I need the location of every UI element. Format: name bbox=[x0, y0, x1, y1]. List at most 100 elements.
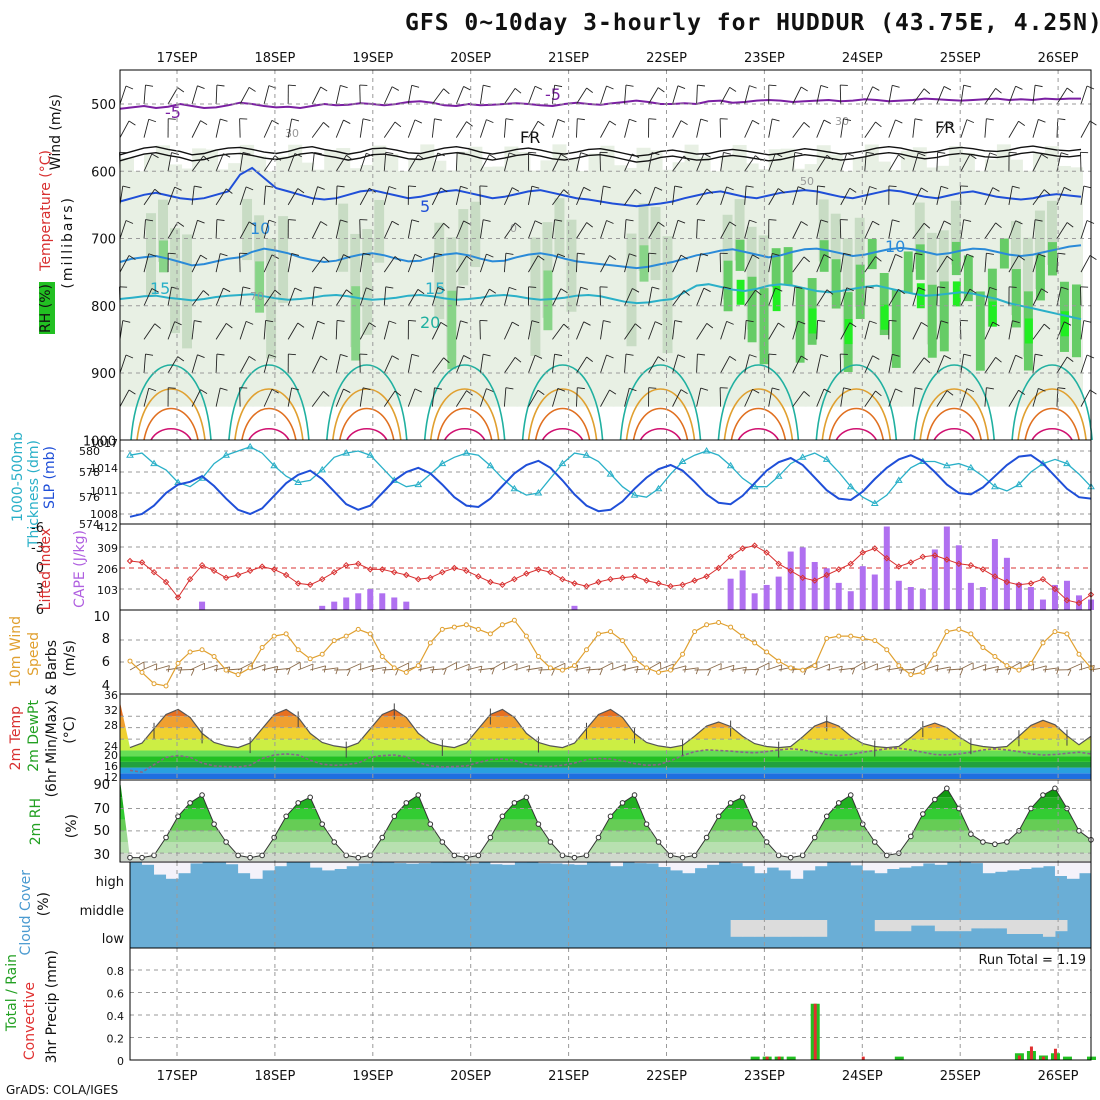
high-cloud-gap bbox=[730, 862, 744, 864]
barb-shaft bbox=[984, 321, 994, 340]
li-marker bbox=[246, 567, 254, 575]
barb-shaft bbox=[672, 389, 682, 407]
barb-shaft bbox=[239, 186, 247, 206]
barb-flag bbox=[700, 253, 709, 257]
barb-shaft bbox=[696, 219, 698, 239]
barb-shaft bbox=[936, 186, 942, 205]
barb-shaft bbox=[840, 253, 844, 273]
wind-barb bbox=[696, 219, 706, 239]
barb-flag bbox=[122, 320, 131, 323]
wind-barb bbox=[696, 84, 706, 105]
li-marker bbox=[210, 567, 218, 575]
barb-flag bbox=[203, 155, 210, 162]
barb-shaft bbox=[479, 185, 481, 205]
precip-convective-label: Convective bbox=[22, 982, 38, 1060]
barb-shaft bbox=[912, 253, 916, 273]
rh-shade bbox=[639, 245, 649, 282]
rh-shade bbox=[1047, 242, 1057, 276]
wind-barb bbox=[912, 118, 923, 138]
barb-shaft bbox=[888, 119, 896, 138]
wind-barb bbox=[672, 354, 686, 374]
barb-shaft bbox=[696, 387, 702, 407]
barb-shaft bbox=[311, 286, 315, 306]
barb-flag bbox=[434, 252, 443, 256]
barb-shaft bbox=[311, 86, 322, 105]
barb-shaft bbox=[648, 152, 653, 172]
barb-flag bbox=[194, 185, 202, 188]
barb-flag bbox=[969, 288, 977, 294]
barb-shaft bbox=[816, 154, 828, 172]
wind-barb bbox=[335, 289, 353, 306]
wind-barb bbox=[335, 185, 345, 205]
barb-shaft bbox=[1042, 667, 1059, 671]
barb-shaft bbox=[287, 322, 299, 340]
li-marker bbox=[967, 561, 975, 569]
barb-shaft bbox=[648, 356, 659, 374]
barb-shaft bbox=[143, 323, 156, 340]
rh-marker bbox=[920, 811, 926, 817]
wind-speed-marker bbox=[656, 669, 662, 675]
barb-flag bbox=[299, 662, 301, 669]
wind-barb bbox=[719, 387, 728, 407]
rh-shade bbox=[996, 144, 1011, 407]
wind-speed-marker bbox=[1016, 667, 1022, 673]
barb-shaft bbox=[191, 185, 195, 205]
barb-flag bbox=[489, 154, 497, 160]
rh-marker bbox=[823, 813, 830, 820]
li-marker bbox=[991, 573, 999, 580]
wind-speed-marker bbox=[211, 654, 217, 660]
surface-wind-barb bbox=[201, 664, 218, 672]
rh-marker bbox=[643, 821, 650, 827]
wind-barb bbox=[335, 254, 351, 273]
low-cloud-gap bbox=[910, 920, 924, 926]
barb-shaft bbox=[214, 666, 230, 671]
barb-shaft bbox=[191, 85, 198, 105]
rh-marker bbox=[163, 834, 169, 841]
rh-shade bbox=[288, 144, 303, 407]
wind-barb bbox=[960, 388, 975, 407]
wind-barb bbox=[840, 118, 852, 138]
barb-shaft bbox=[552, 154, 562, 172]
barb-shaft bbox=[864, 86, 874, 105]
wind-speed-marker bbox=[199, 647, 205, 653]
barb-shaft bbox=[624, 323, 636, 340]
date-label-top: 21SEP bbox=[548, 51, 589, 66]
high-cloud-gap bbox=[982, 862, 996, 874]
barb-shaft bbox=[165, 667, 182, 671]
wind-barb bbox=[744, 289, 762, 307]
barb-flag bbox=[817, 319, 826, 322]
low-cloud-gap bbox=[1042, 920, 1056, 937]
precip-total-bar bbox=[894, 1056, 904, 1060]
barb-shaft bbox=[936, 121, 948, 138]
barb-flag bbox=[128, 389, 136, 395]
rh-shade bbox=[818, 199, 829, 262]
barb-flag bbox=[625, 84, 634, 87]
barb-flag bbox=[677, 219, 686, 224]
li-marker bbox=[559, 575, 566, 583]
barb-shaft bbox=[335, 289, 347, 306]
wind-barb bbox=[359, 353, 368, 374]
high-cloud-gap bbox=[694, 862, 708, 869]
thickness-marker bbox=[414, 480, 423, 488]
barb-shaft bbox=[984, 253, 987, 273]
barb-flag bbox=[537, 389, 545, 396]
barb-shaft bbox=[984, 357, 997, 374]
rh-shade bbox=[723, 260, 733, 312]
barb-shaft bbox=[912, 118, 916, 138]
wind-barb bbox=[287, 322, 305, 340]
precip-tick: 0 bbox=[117, 1055, 124, 1068]
wind-speed-marker bbox=[740, 633, 746, 639]
barb-flag bbox=[154, 188, 161, 195]
barb-shaft bbox=[600, 186, 604, 205]
wind-barb bbox=[816, 319, 826, 340]
li-marker bbox=[1051, 585, 1059, 593]
thickness-marker bbox=[750, 482, 759, 490]
wind-barb bbox=[648, 221, 665, 239]
barb-shaft bbox=[1080, 286, 1082, 306]
barb-flag bbox=[288, 353, 296, 356]
wind-barb bbox=[431, 322, 448, 340]
rh-shade bbox=[831, 259, 841, 309]
barb-shaft bbox=[936, 86, 945, 105]
wind-barb bbox=[359, 322, 376, 340]
li-marker bbox=[667, 582, 674, 590]
